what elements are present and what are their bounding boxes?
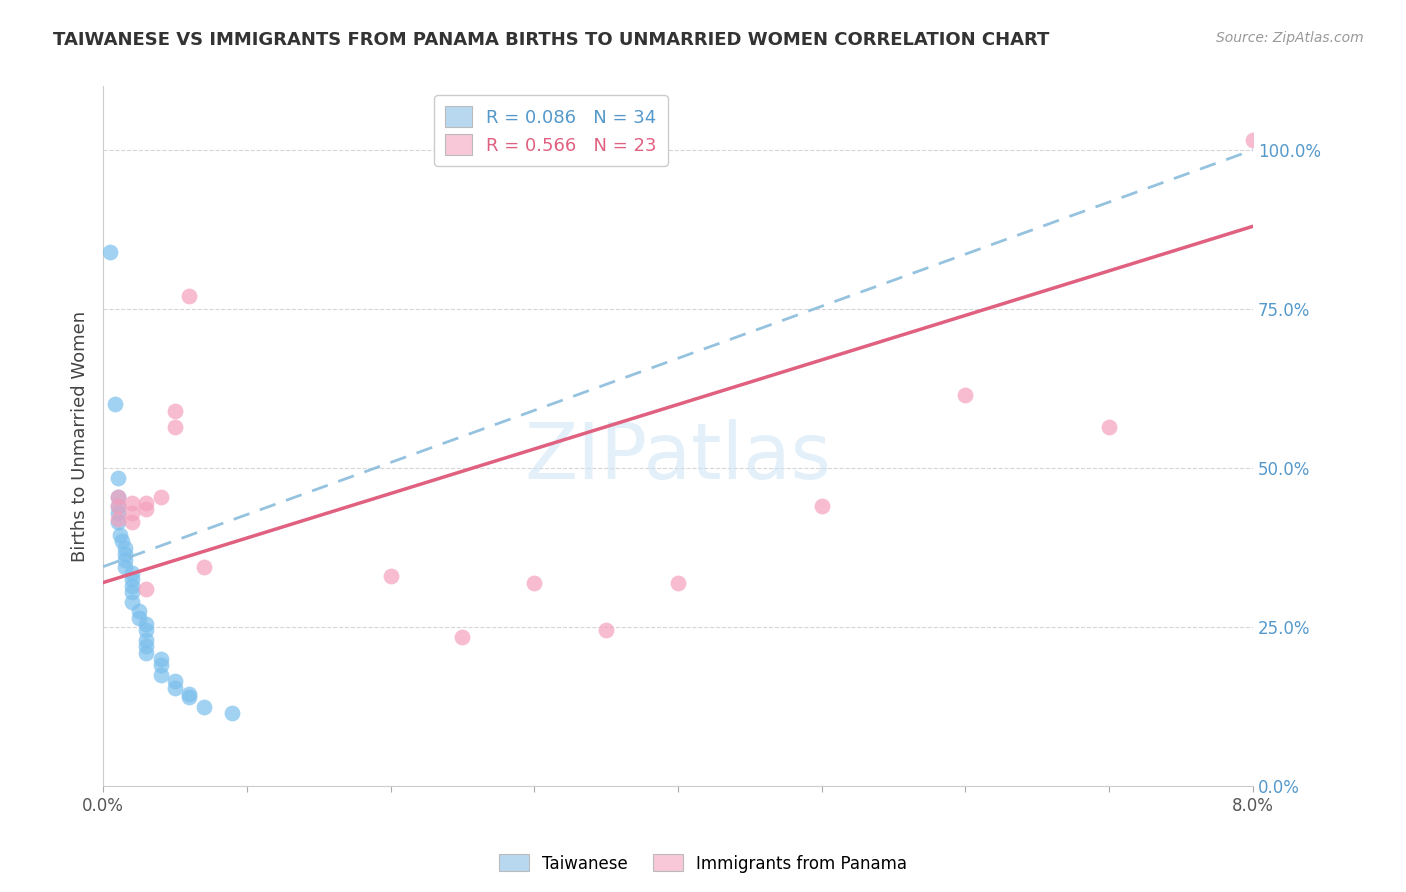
Point	[149, 658, 172, 673]
Point	[179, 690, 201, 704]
Point	[149, 652, 172, 666]
Point	[128, 610, 150, 624]
Point	[163, 419, 186, 434]
Point	[179, 289, 201, 303]
Text: TAIWANESE VS IMMIGRANTS FROM PANAMA BIRTHS TO UNMARRIED WOMEN CORRELATION CHART: TAIWANESE VS IMMIGRANTS FROM PANAMA BIRT…	[53, 31, 1050, 49]
Point	[98, 244, 121, 259]
Y-axis label: Births to Unmarried Women: Births to Unmarried Women	[72, 310, 89, 562]
Point	[135, 639, 157, 653]
Point	[111, 534, 134, 549]
Point	[163, 681, 186, 695]
Point	[163, 404, 186, 418]
Point	[135, 496, 157, 510]
Text: Source: ZipAtlas.com: Source: ZipAtlas.com	[1216, 31, 1364, 45]
Point	[121, 585, 143, 599]
Point	[114, 541, 136, 555]
Point	[121, 496, 143, 510]
Legend: R = 0.086   N = 34, R = 0.566   N = 23: R = 0.086 N = 34, R = 0.566 N = 23	[434, 95, 668, 166]
Point	[107, 512, 129, 526]
Point	[135, 582, 157, 596]
Point	[121, 506, 143, 520]
Point	[666, 575, 689, 590]
Point	[121, 566, 143, 580]
Point	[149, 490, 172, 504]
Point	[114, 553, 136, 567]
Point	[193, 559, 215, 574]
Point	[523, 575, 546, 590]
Point	[114, 559, 136, 574]
Point	[107, 515, 129, 529]
Point	[1241, 133, 1264, 147]
Point	[107, 506, 129, 520]
Point	[128, 604, 150, 618]
Point	[179, 687, 201, 701]
Point	[595, 624, 617, 638]
Point	[107, 470, 129, 484]
Legend: Taiwanese, Immigrants from Panama: Taiwanese, Immigrants from Panama	[492, 847, 914, 880]
Point	[221, 706, 243, 720]
Point	[107, 500, 129, 514]
Point	[380, 569, 402, 583]
Point	[1098, 419, 1121, 434]
Text: ZIPatlas: ZIPatlas	[524, 419, 831, 495]
Point	[104, 397, 127, 411]
Point	[114, 547, 136, 561]
Point	[121, 515, 143, 529]
Point	[149, 668, 172, 682]
Point	[135, 646, 157, 660]
Point	[135, 502, 157, 516]
Point	[107, 500, 129, 514]
Point	[121, 595, 143, 609]
Point	[135, 632, 157, 647]
Point	[121, 573, 143, 587]
Point	[110, 528, 132, 542]
Point	[135, 624, 157, 638]
Point	[163, 674, 186, 689]
Point	[121, 579, 143, 593]
Point	[810, 500, 832, 514]
Point	[193, 699, 215, 714]
Point	[955, 388, 977, 402]
Point	[451, 630, 474, 644]
Point	[135, 616, 157, 631]
Point	[107, 490, 129, 504]
Point	[107, 490, 129, 504]
